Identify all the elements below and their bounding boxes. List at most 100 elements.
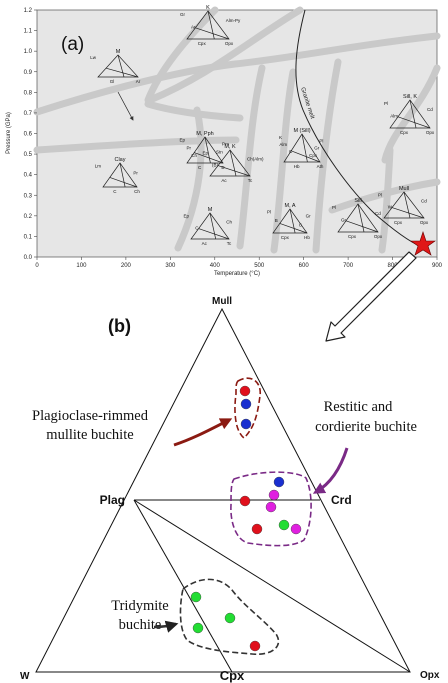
- data-point-red: [240, 496, 250, 506]
- x-tick-label: 700: [343, 263, 354, 269]
- facies-phase-label: Pl: [319, 138, 323, 143]
- panel-b-label: (b): [108, 316, 131, 336]
- facies-title: M, Pph: [196, 131, 213, 137]
- x-axis-label: Temperature (°C): [214, 271, 260, 277]
- facies-phase-label: Tc: [248, 178, 253, 183]
- facies-phase-label: Gr: [314, 146, 320, 151]
- facies-title: M: [116, 49, 121, 55]
- facies-title: Clay: [114, 157, 125, 163]
- plagioclase-annotation-line-2: mullite buchite: [46, 427, 133, 443]
- facies-phase-label: Hb: [304, 235, 310, 240]
- facies-phase-label: Gr: [306, 214, 312, 219]
- facies-phase-label: Cpx: [400, 130, 409, 135]
- facies-phase-label: Ch: [226, 219, 232, 224]
- plag-cpx-tie-line: [134, 500, 232, 672]
- y-tick-label: 0.5: [24, 152, 33, 158]
- y-tick-label: 0.1: [24, 234, 33, 240]
- data-point-green: [225, 613, 235, 623]
- panel-a: Granite melt 0 100 200 300 400 500 600 700 800 90…: [6, 5, 443, 277]
- x-tick-label: 600: [299, 263, 310, 269]
- apex-label-plag: Plag: [100, 493, 125, 507]
- y-tick-label: 1.2: [24, 8, 33, 14]
- data-points: [191, 386, 301, 651]
- facies-phase-label: Pl: [332, 205, 336, 210]
- y-axis: 0.00.10.20.30.40.50.60.70.80.91.01.11.2: [24, 8, 37, 261]
- y-tick-label: 0.4: [24, 173, 33, 179]
- plagioclase-annotation-line-1: Plagioclase-rimmed: [32, 408, 149, 424]
- facies-phase-label: Pl: [378, 193, 382, 198]
- facies-phase-label: B: [275, 218, 278, 223]
- data-point-red: [252, 524, 262, 534]
- facies-phase-label: Ch: [134, 189, 140, 194]
- y-tick-label: 1.1: [24, 29, 33, 35]
- apex-label-mull: Mull: [212, 296, 232, 307]
- data-point-blue: [241, 399, 251, 409]
- y-tick-label: 0.2: [24, 214, 33, 220]
- y-tick-label: 0.6: [24, 132, 33, 138]
- facies-phase-label: Ar: [136, 79, 141, 84]
- facies-phase-label: Ch: [191, 153, 197, 158]
- facies-phase-label: Ac: [202, 241, 208, 246]
- data-point-green: [279, 520, 289, 530]
- plagioclase-pointer-arrow: [174, 420, 229, 445]
- data-point-magenta: [269, 490, 279, 500]
- apex-label-crd: Crd: [331, 493, 352, 507]
- facies-phase-label: Cpx: [348, 234, 357, 239]
- data-point-red: [240, 386, 250, 396]
- plagioclase-annotation: Plagioclase-rimmed mullite buchite: [32, 408, 149, 443]
- x-tick-label: 100: [76, 263, 87, 269]
- facies-phase-label: Tc: [227, 241, 232, 246]
- restitic-pointer-arrow: [316, 448, 347, 492]
- connector-arrow: [326, 252, 416, 341]
- facies-title: K: [206, 5, 210, 11]
- data-point-green: [193, 623, 203, 633]
- facies-phase-label: Pl: [384, 101, 388, 106]
- x-axis: 0 100 200 300 400 500 600 700 800 900: [35, 257, 442, 269]
- facies-phase-label: Alm: [279, 142, 287, 147]
- restitic-annotation-line-1: Restitic and: [324, 399, 394, 415]
- y-tick-label: 1.0: [24, 49, 33, 55]
- restitic-annotation-line-2: cordierite buchite: [315, 419, 417, 435]
- ternary-triangle: [36, 309, 410, 672]
- y-tick-label: 0.3: [24, 193, 33, 199]
- facies-phase-label: Pr: [133, 171, 138, 176]
- facies-phase-label: Stn: [216, 149, 223, 154]
- facies-phase-label: Ep: [202, 151, 208, 156]
- facies-phase-label: Cd: [375, 211, 381, 216]
- facies-phase-label: Ch(Alm): [247, 156, 264, 161]
- tridymite-annotation-line-2: buchite: [119, 617, 162, 633]
- facies-phase-label: Alm: [390, 113, 398, 118]
- facies-phase-label: Gr: [341, 217, 347, 222]
- facies-phase-label: Alm-Py: [226, 18, 241, 23]
- facies-title: M: [208, 207, 213, 213]
- data-point-red: [250, 641, 260, 651]
- data-point-blue: [274, 477, 284, 487]
- facies-phase-label: Cd: [427, 107, 433, 112]
- facies-phase-label: Lw: [90, 55, 97, 60]
- x-tick-label: 500: [254, 263, 265, 269]
- y-tick-label: 0.9: [24, 70, 33, 76]
- tridymite-annotation-line-1: Tridymite: [111, 598, 168, 614]
- facies-phase-label: (B): [212, 162, 219, 167]
- facies-phase-label: Cpx: [394, 220, 403, 225]
- facies-phase-label: Ac: [221, 178, 227, 183]
- facies-phase-label: Hb: [294, 164, 300, 169]
- data-point-magenta: [266, 502, 276, 512]
- facies-phase-label: Cd: [421, 198, 427, 203]
- y-axis-label: Pressure (GPa): [6, 112, 12, 154]
- restitic-annotation: Restitic and cordierite buchite: [315, 399, 417, 435]
- x-tick-label: 0: [35, 263, 39, 269]
- facies-phase-label: Opx: [225, 41, 234, 46]
- y-tick-label: 0.7: [24, 111, 33, 117]
- facies-title: M (Sill): [293, 128, 310, 134]
- facies-phase-label: Opx: [420, 220, 429, 225]
- x-tick-label: 200: [121, 263, 132, 269]
- facies-phase-label: Opx: [426, 130, 435, 135]
- facies-phase-label: Ar: [191, 24, 196, 29]
- data-point-green: [191, 592, 201, 602]
- facies-phase-label: Ath: [317, 164, 324, 169]
- facies-title: M, A: [284, 203, 295, 209]
- facies-title: Mull: [399, 186, 409, 192]
- data-point-magenta: [291, 524, 301, 534]
